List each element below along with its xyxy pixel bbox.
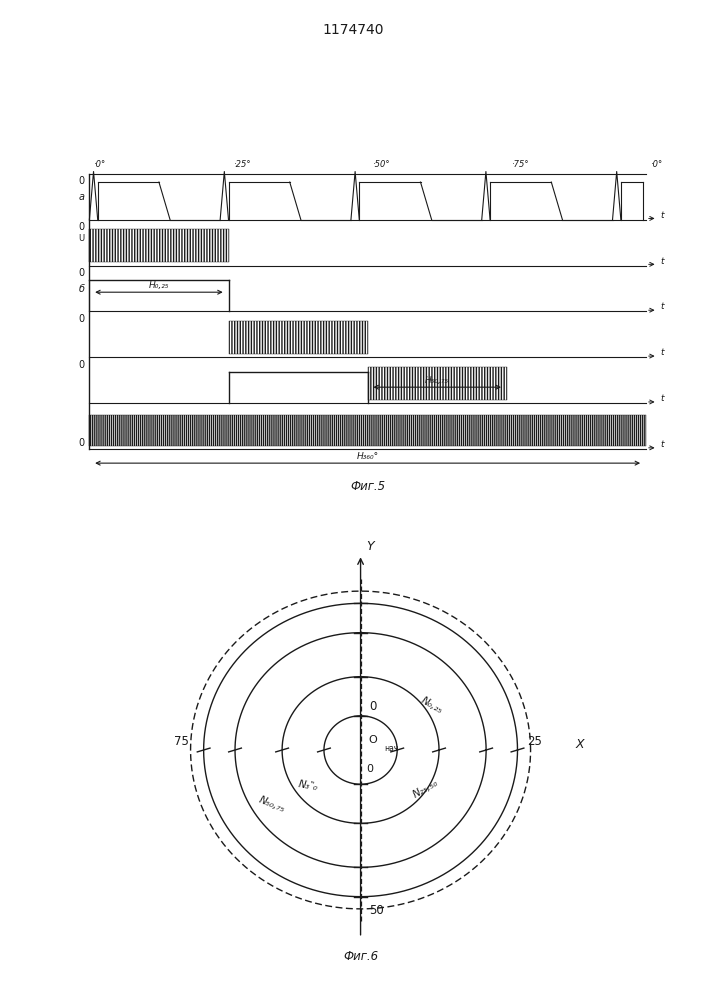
Text: t: t — [660, 302, 664, 311]
Text: O: O — [368, 735, 377, 745]
Text: t: t — [660, 348, 664, 357]
Text: a: a — [78, 192, 85, 202]
Text: 0: 0 — [78, 438, 85, 448]
Text: ·75°: ·75° — [511, 160, 529, 169]
Text: ·50°: ·50° — [372, 160, 390, 169]
Text: t: t — [660, 211, 664, 220]
Text: N₅₀,₇₅: N₅₀,₇₅ — [257, 795, 287, 814]
Text: H₃₆₀°: H₃₆₀° — [356, 452, 379, 461]
Text: ·0°: ·0° — [650, 160, 662, 169]
Text: N₃‶₀: N₃‶₀ — [298, 779, 319, 792]
Text: H₅₀,₇₅: H₅₀,₇₅ — [425, 376, 449, 385]
Text: 75: 75 — [175, 735, 189, 748]
Text: 0: 0 — [78, 176, 85, 186]
Text: 1174740: 1174740 — [323, 23, 384, 37]
Text: б: б — [78, 284, 85, 294]
Text: ·0°: ·0° — [93, 160, 106, 169]
Text: нач: нач — [384, 744, 399, 753]
Text: 0: 0 — [78, 222, 85, 232]
Bar — [228, 321, 368, 354]
Text: N₂₅,₅₀: N₂₅,₅₀ — [411, 777, 440, 800]
Text: t: t — [660, 440, 664, 449]
Text: ·25°: ·25° — [233, 160, 250, 169]
Text: 0: 0 — [78, 360, 85, 370]
Text: 0: 0 — [78, 314, 85, 324]
Text: 25: 25 — [527, 735, 542, 748]
Text: U: U — [78, 234, 85, 243]
Text: 0: 0 — [369, 700, 377, 713]
Text: t: t — [660, 394, 664, 403]
Bar — [89, 229, 228, 262]
Bar — [368, 367, 507, 400]
Bar — [89, 415, 646, 446]
Text: Y: Y — [366, 540, 374, 553]
Text: N₀,₂₅: N₀,₂₅ — [419, 695, 445, 715]
Text: 0: 0 — [78, 268, 85, 278]
Text: 0: 0 — [366, 764, 373, 774]
Text: Фиг.5: Фиг.5 — [350, 480, 385, 493]
Text: t: t — [660, 257, 664, 266]
Text: Фиг.6: Фиг.6 — [343, 950, 378, 963]
Text: 50: 50 — [369, 904, 384, 917]
Text: H₀,₂₅: H₀,₂₅ — [148, 281, 169, 290]
Text: X: X — [575, 738, 584, 751]
